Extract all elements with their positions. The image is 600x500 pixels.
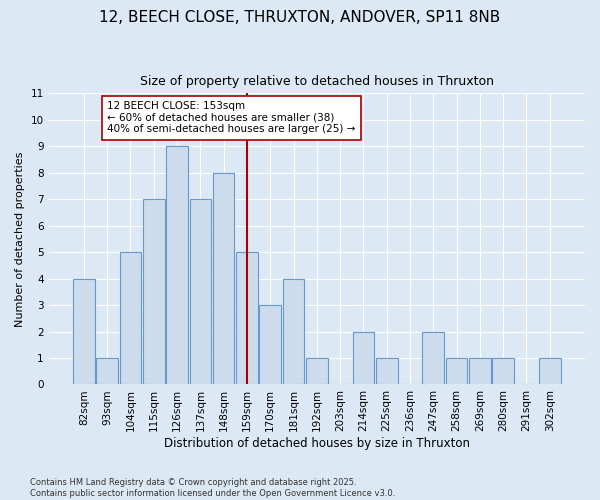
Bar <box>73 278 95 384</box>
Y-axis label: Number of detached properties: Number of detached properties <box>15 151 25 326</box>
Bar <box>469 358 491 384</box>
Bar <box>166 146 188 384</box>
Text: Contains HM Land Registry data © Crown copyright and database right 2025.
Contai: Contains HM Land Registry data © Crown c… <box>30 478 395 498</box>
X-axis label: Distribution of detached houses by size in Thruxton: Distribution of detached houses by size … <box>164 437 470 450</box>
Bar <box>143 199 164 384</box>
Bar <box>190 199 211 384</box>
Text: 12 BEECH CLOSE: 153sqm
← 60% of detached houses are smaller (38)
40% of semi-det: 12 BEECH CLOSE: 153sqm ← 60% of detached… <box>107 102 356 134</box>
Bar <box>97 358 118 384</box>
Bar <box>422 332 444 384</box>
Bar <box>376 358 398 384</box>
Bar <box>213 172 235 384</box>
Text: 12, BEECH CLOSE, THRUXTON, ANDOVER, SP11 8NB: 12, BEECH CLOSE, THRUXTON, ANDOVER, SP11… <box>100 10 500 25</box>
Bar <box>119 252 142 384</box>
Bar <box>283 278 304 384</box>
Bar <box>306 358 328 384</box>
Bar <box>539 358 560 384</box>
Bar <box>446 358 467 384</box>
Bar <box>236 252 258 384</box>
Bar <box>353 332 374 384</box>
Bar <box>259 305 281 384</box>
Title: Size of property relative to detached houses in Thruxton: Size of property relative to detached ho… <box>140 75 494 88</box>
Bar <box>493 358 514 384</box>
